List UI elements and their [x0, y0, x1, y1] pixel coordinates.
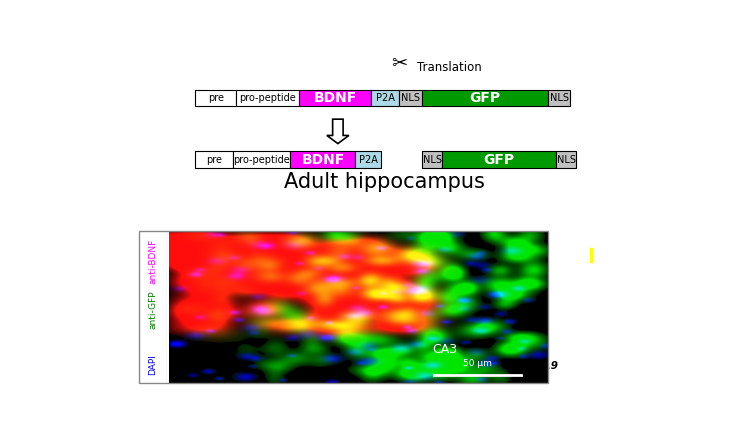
Text: NLS: NLS [423, 155, 442, 165]
Bar [196, 90, 236, 107]
Text: anti-GFP: anti-GFP [148, 291, 158, 329]
Text: pro-peptide: pro-peptide [239, 93, 296, 103]
Bar [196, 151, 232, 168]
Text: P2A: P2A [359, 155, 378, 165]
Bar [356, 151, 382, 168]
Text: Translation: Translation [417, 61, 482, 74]
Bar [422, 90, 548, 107]
Bar [232, 151, 290, 168]
Text: Adult hippocampus: Adult hippocampus [284, 173, 484, 192]
Text: pre: pre [208, 93, 224, 103]
Text: DAPI: DAPI [148, 354, 158, 375]
Bar [290, 151, 356, 168]
Bar [442, 151, 556, 168]
Text: ✂: ✂ [391, 54, 407, 73]
Polygon shape [327, 119, 349, 143]
Text: 50 μm: 50 μm [463, 359, 492, 368]
Bar [236, 90, 299, 107]
Bar [399, 90, 422, 107]
Text: BDNF: BDNF [314, 91, 357, 105]
Bar [548, 90, 570, 107]
Bar [370, 90, 399, 107]
Text: pro-peptide: pro-peptide [233, 155, 290, 165]
Bar [299, 90, 370, 107]
Text: P2A: P2A [376, 93, 394, 103]
Text: anti-BDNF: anti-BDNF [148, 239, 158, 283]
Text: GFP: GFP [484, 153, 514, 167]
Text: GFP: GFP [470, 91, 500, 105]
Text: NLS: NLS [401, 93, 420, 103]
Bar [556, 151, 576, 168]
Bar [422, 151, 442, 168]
Text: CA3: CA3 [433, 343, 457, 356]
Text: NLS: NLS [550, 93, 568, 103]
Text: pre: pre [206, 155, 222, 165]
Text: Erin Wosnitzka et al. eNeuro 2020;7:ENEURO.0462-19.2019: Erin Wosnitzka et al. eNeuro 2020;7:ENEU… [211, 360, 558, 371]
Text: NLS: NLS [556, 155, 575, 165]
Text: BDNF: BDNF [302, 153, 344, 167]
